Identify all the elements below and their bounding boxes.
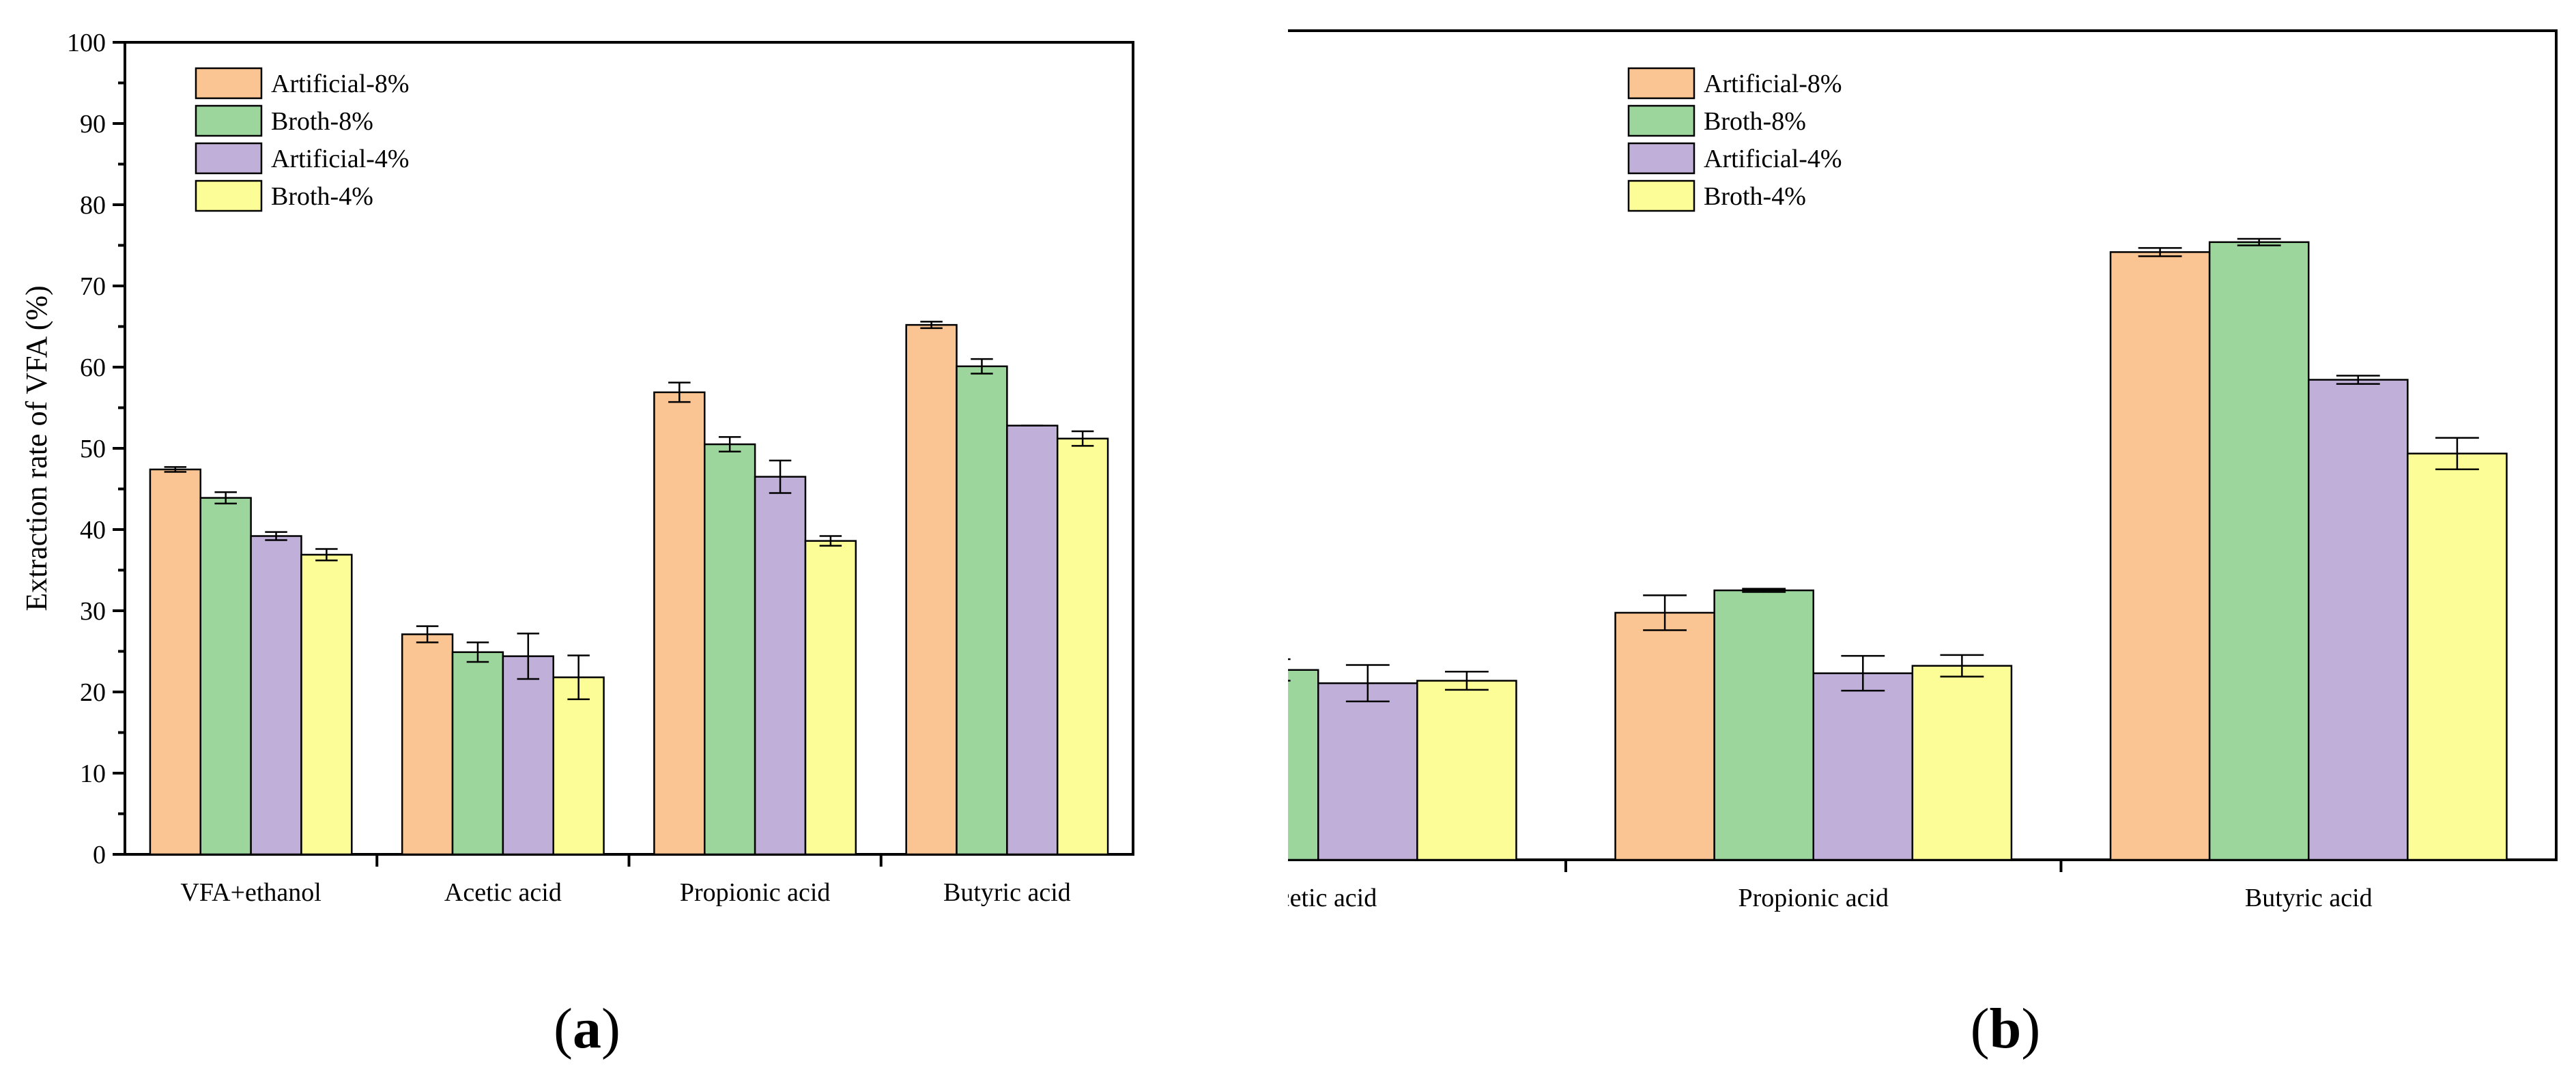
legend-label: Broth-8%	[271, 107, 373, 136]
legend-swatch	[1627, 67, 1695, 100]
x-category-label: VFA+ethanol	[180, 878, 321, 907]
error-bar	[265, 531, 287, 541]
error-bar	[2237, 237, 2281, 246]
legend-swatch	[195, 142, 263, 175]
bar-artificial-4--0	[250, 535, 302, 856]
error-bar	[466, 641, 489, 663]
y-tick-label: 40	[80, 516, 106, 545]
y-tick-label: 90	[80, 110, 106, 139]
bar-broth-4--3	[1056, 437, 1109, 856]
error-bar	[1643, 594, 1687, 631]
bar-broth-8--3	[956, 365, 1008, 856]
bar-artificial-8--2	[1614, 611, 1715, 861]
error-bar	[2435, 437, 2479, 470]
panel-label: (a)	[554, 997, 620, 1060]
bar-broth-4--1	[552, 676, 605, 856]
bar-artificial-8--1	[401, 633, 454, 856]
bar-artificial-8--3	[2109, 251, 2211, 861]
legend-swatch	[195, 179, 263, 212]
y-tick-label: 50	[80, 435, 106, 463]
bar-artificial-8--2	[653, 391, 706, 856]
bar-broth-4--2	[804, 540, 857, 856]
error-bar	[668, 381, 691, 403]
legend-label: Artificial-8%	[271, 70, 410, 98]
error-bar	[164, 466, 187, 473]
y-tick-label: 30	[80, 597, 106, 626]
x-category-label: Butyric acid	[943, 878, 1071, 907]
y-tick-label: 80	[80, 191, 106, 220]
bar-broth-8--0	[199, 497, 252, 856]
panel-label-letter: b	[1990, 997, 2022, 1060]
error-bar	[567, 654, 590, 700]
legend-label: Artificial-4%	[271, 145, 410, 173]
error-bar	[1940, 654, 1984, 678]
bar-broth-4--1	[1416, 680, 1517, 861]
x-category-label: Propionic acid	[1738, 884, 1889, 912]
legend-label: Artificial-8%	[1704, 70, 1842, 98]
error-bar	[416, 625, 439, 643]
error-bar	[1444, 670, 1489, 691]
legend: Artificial-8% Broth-8% Artificial-4% Broth-…	[195, 67, 410, 212]
bar-broth-4--3	[2407, 452, 2508, 861]
legend-swatch	[195, 104, 263, 137]
bar-artificial-4--3	[2308, 379, 2409, 861]
y-tick-label: 100	[67, 29, 106, 57]
x-category-label: Acetic acid	[1288, 884, 1377, 912]
legend-label: Broth-8%	[1704, 107, 1806, 136]
y-tick-label: 70	[80, 272, 106, 301]
bar-broth-4--2	[1911, 665, 2013, 861]
bar-broth-8--1	[1288, 669, 1319, 861]
panel-label-open-paren: (	[554, 997, 573, 1060]
legend-label: Artificial-4%	[1704, 145, 1842, 173]
bar-artificial-8--0	[149, 468, 202, 856]
error-bar	[920, 321, 943, 330]
legend-swatch	[195, 67, 263, 100]
x-category-label: Butyric acid	[2245, 884, 2373, 912]
error-bar	[1071, 430, 1094, 447]
error-bar	[315, 548, 338, 562]
error-bar	[718, 436, 741, 453]
panel-label-letter: a	[573, 997, 601, 1060]
y-tick-label: 60	[80, 353, 106, 382]
error-bar	[214, 491, 237, 505]
panel-label-close-paren: )	[2021, 997, 2040, 1060]
legend-label: Broth-4%	[1704, 182, 1806, 211]
panel-label-close-paren: )	[601, 997, 620, 1060]
y-tick-label: 10	[80, 760, 106, 788]
panel-label: (b)	[1971, 997, 2041, 1060]
error-bar	[769, 459, 792, 494]
y-tick-label: 20	[80, 678, 106, 707]
error-bar	[819, 535, 842, 547]
legend-swatch	[1627, 142, 1695, 175]
y-tick-label: 0	[93, 841, 106, 869]
x-category-label: Acetic acid	[444, 878, 562, 907]
error-bar	[517, 633, 540, 680]
legend: Artificial-8% Broth-8% Artificial-4% Broth-…	[1627, 67, 1842, 212]
bar-artificial-4--1	[502, 655, 554, 856]
bar-artificial-4--1	[1317, 682, 1418, 861]
bar-broth-8--2	[1713, 589, 1815, 861]
bar-broth-8--1	[451, 651, 504, 856]
y-axis-label: Extraction rate of VFA (%)	[20, 285, 53, 611]
bar-artificial-4--3	[1006, 424, 1059, 856]
bar-broth-8--3	[2208, 241, 2310, 861]
error-bar	[1841, 654, 1885, 692]
bar-broth-8--2	[704, 443, 756, 856]
error-bar	[971, 358, 993, 375]
error-bar	[2138, 247, 2182, 257]
error-bar	[1345, 664, 1390, 703]
chart-panel-a: 0 10 20 30 40 50 60 70 80 90 100 Extraction rate of…	[20, 29, 1134, 1060]
legend-swatch	[1627, 104, 1695, 137]
bar-artificial-4--2	[754, 476, 807, 856]
bar-broth-4--0	[300, 553, 353, 856]
x-category-label: Propionic acid	[680, 878, 831, 907]
error-bar	[1742, 588, 1786, 593]
legend-label: Broth-4%	[271, 182, 373, 211]
panel-label-open-paren: (	[1971, 997, 1990, 1060]
legend-swatch	[1627, 179, 1695, 212]
bar-artificial-8--3	[905, 323, 958, 856]
bar-artificial-4--2	[1812, 672, 1914, 861]
error-bar	[2336, 375, 2380, 385]
